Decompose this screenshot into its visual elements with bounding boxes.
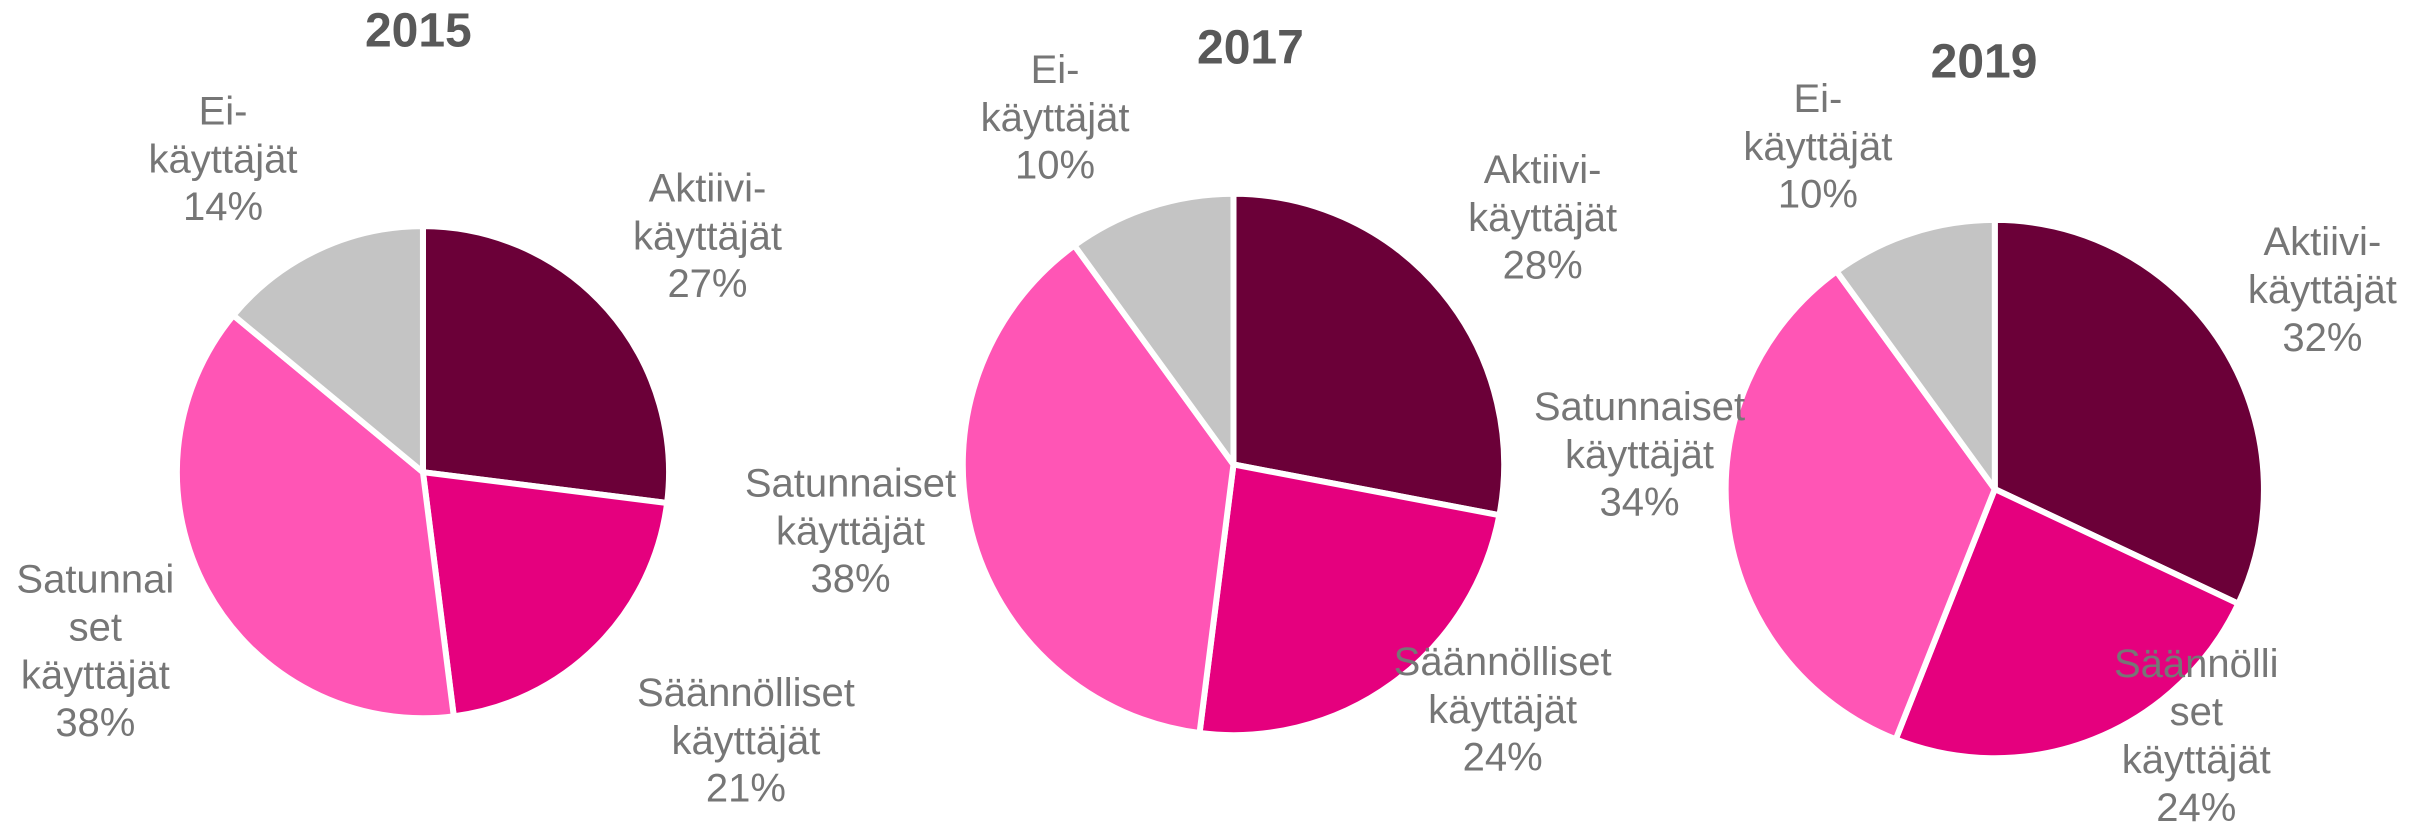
pie-slice xyxy=(1833,216,1998,493)
slice-label-line: käyttäjät xyxy=(981,96,1130,140)
slice-label-line: käyttäjät xyxy=(149,137,298,181)
slice-label-line: Ei- xyxy=(199,89,248,133)
pie-slice xyxy=(419,223,672,507)
slice-value-label: 24% xyxy=(1463,736,1543,780)
slice-label-line: käyttäjät xyxy=(2248,268,2397,312)
pie-slice xyxy=(1892,486,2242,762)
slice-label-line: käyttäjät xyxy=(1468,195,1617,239)
pie-slice xyxy=(1071,190,1237,468)
slice-label: Ei-käyttäjät xyxy=(149,89,298,181)
slice-value-label: 10% xyxy=(1778,173,1858,217)
slice-label-line: käyttäjät xyxy=(671,718,820,762)
pie-slice xyxy=(173,312,457,722)
slice-label-line: Satunnai xyxy=(16,557,174,601)
pie-slice xyxy=(1722,268,1998,743)
pie-slice xyxy=(1196,461,1503,739)
pie-slice xyxy=(1230,190,1508,519)
pie-slice xyxy=(959,242,1237,737)
slice-label: Aktiivi-käyttäjät xyxy=(633,166,782,258)
slice-value-label: 38% xyxy=(55,701,135,745)
chart-title: 2015 xyxy=(365,5,472,58)
slice-label-line: set xyxy=(69,605,122,649)
slice-label-line: Aktiivi- xyxy=(2263,220,2381,264)
slice-value-label: 28% xyxy=(1503,243,1583,287)
slice-label-line: Ei- xyxy=(1793,77,1842,121)
slice-label-line: Satunnaiset xyxy=(1534,384,1745,428)
pie-slice xyxy=(419,469,671,720)
chart-title: 2019 xyxy=(1931,35,2038,88)
slice-value-label: 24% xyxy=(2156,786,2236,829)
slice-label-line: käyttäjät xyxy=(1428,688,1577,732)
slice-label-line: käyttäjät xyxy=(633,214,782,258)
slice-label-line: käyttäjät xyxy=(1743,125,1892,169)
slice-label: Ei-käyttäjät xyxy=(1743,77,1892,169)
slice-value-label: 10% xyxy=(1015,144,1095,188)
slice-label-line: Satunnaiset xyxy=(745,461,956,505)
slice-label: Ei-käyttäjät xyxy=(981,48,1130,140)
slice-label-line: Säännölli xyxy=(2114,642,2279,686)
slice-value-label: 38% xyxy=(810,557,890,601)
pie-slice xyxy=(1991,216,2267,607)
slice-value-label: 34% xyxy=(1599,480,1679,524)
slice-label-line: käyttäjät xyxy=(1565,432,1714,476)
slice-label-line: käyttäjät xyxy=(2122,738,2271,782)
slice-label: Aktiivi-käyttäjät xyxy=(1468,147,1617,239)
pie-slice xyxy=(230,223,426,476)
slice-value-label: 21% xyxy=(706,766,786,810)
slice-label: Aktiivi-käyttäjät xyxy=(2248,220,2397,312)
slice-label-line: Aktiivi- xyxy=(649,166,767,210)
slice-label-line: Ei- xyxy=(1031,48,1080,92)
slice-label-line: Säännölliset xyxy=(637,670,855,714)
slice-label-line: set xyxy=(2170,690,2223,734)
slice-value-label: 32% xyxy=(2282,316,2362,360)
slice-label-line: Säännölliset xyxy=(1394,640,1612,684)
slice-value-label: 14% xyxy=(183,185,263,229)
slice-value-label: 27% xyxy=(667,262,747,306)
slice-label-line: käyttäjät xyxy=(776,509,925,553)
slice-label-line: Aktiivi- xyxy=(1484,147,1602,191)
chart-title: 2017 xyxy=(1197,21,1304,74)
slice-label-line: käyttäjät xyxy=(21,653,170,697)
